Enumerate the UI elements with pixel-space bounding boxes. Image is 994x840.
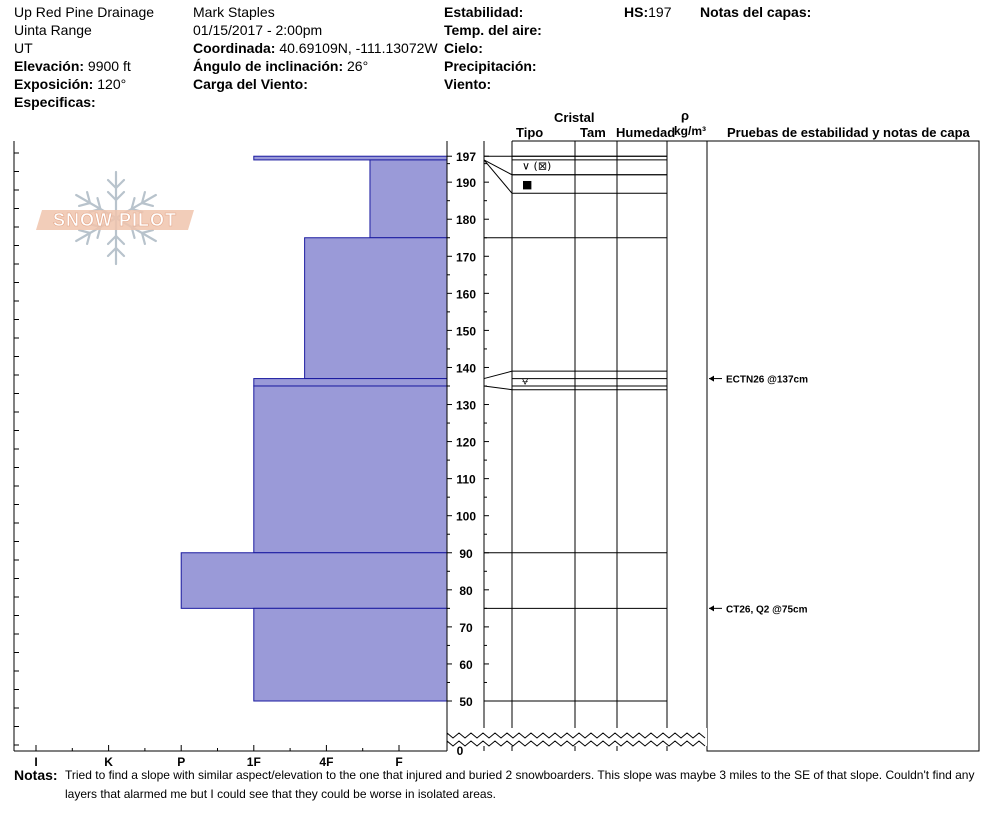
height-label: 190 [456,176,476,190]
grain-symbol: ■ [522,178,532,191]
hardness-bar [180,552,448,609]
grain-symbol: ⩝ [522,374,528,387]
grain-symbol: ∨ (⊠) [522,159,551,172]
height-label: 170 [456,250,476,264]
height-label: 100 [456,510,476,524]
wind-label: Viento: [444,76,492,92]
break-line [446,731,706,739]
test-label: ECTN26 @137cm [726,375,808,386]
slope-angle: Ángulo de inclinación: 26° [193,58,369,74]
elevation: Elevación: 9900 ft [14,58,131,74]
site-info: Up Red Pine Drainage Uinta Range UT Elev… [14,3,154,111]
height-label: 60 [459,658,473,672]
height-label: 150 [456,324,476,338]
tests-header: Pruebas de estabilidad y notas de capa [727,125,970,140]
height-label: 80 [459,584,473,598]
tests-box [706,140,980,752]
mountain-range: Uinta Range [14,22,92,38]
layer-connector [483,159,513,194]
height-zero-label: 0 [457,744,464,758]
layer-connector [483,370,513,380]
break-line [446,739,706,747]
hardness-bar [304,237,448,380]
observer-info: Mark Staples 01/15/2017 - 2:00pm Coordin… [193,3,438,93]
size-header: Tam [580,125,606,140]
height-label: 130 [456,399,476,413]
wind-loading: Carga del Viento: [193,76,308,92]
break-mask [448,728,707,746]
height-label: 140 [456,361,476,375]
type-header: Tipo [516,125,544,140]
height-label: 50 [459,695,473,709]
coordinates: Coordinada: 40.69109N, -111.13072W [193,40,438,56]
hardness-label: 4F [319,755,333,769]
height-label: 90 [459,547,473,561]
hardness-bar [253,155,448,161]
stability-tests: ECTN26 @137cm CT26, Q2 @75cm [709,375,808,615]
air-temp-label: Temp. del aire: [444,22,542,38]
moisture-header: Humedad [616,125,676,140]
hardness-label: I [34,755,37,769]
observer-name: Mark Staples [193,4,275,20]
test-arrow-head [709,605,714,612]
hardness-axis: I K P 1F 4F F [34,745,403,769]
hardness-bar [369,159,448,239]
layer-connector [483,159,513,176]
snow-height: HS:197 [624,4,672,20]
height-label: 120 [456,436,476,450]
hardness-label: F [395,755,402,769]
hardness-bar [253,378,448,387]
layer-connector [483,385,513,391]
observation-datetime: 01/15/2017 - 2:00pm [193,22,323,38]
snowpilot-logo: SNOW PILOT [36,168,198,268]
height-label: 70 [459,621,473,635]
height-label: 160 [456,287,476,301]
sky-label: Cielo: [444,40,483,56]
rho-header: ρ [681,108,690,123]
stability-label: Estabilidad: [444,4,524,20]
height-label: 197 [456,150,476,164]
hardness-bar [253,607,448,702]
layer-notes-label: Notas del capas: [700,4,812,20]
height-axis: 50 60 70 80 90 100 110 120 130 140 150 160 170 180 190… [446,141,489,758]
height-label: 180 [456,213,476,227]
precip-label: Precipitación: [444,58,537,74]
chart-frame [13,141,447,752]
test-arrow-head [709,375,714,382]
state: UT [14,40,33,56]
hardness-bars [180,155,448,702]
location-name: Up Red Pine Drainage [14,4,155,20]
height-label: 110 [456,473,476,487]
snowflake-icon: SNOW PILOT [36,170,194,266]
logo-text: SNOW PILOT [53,210,177,230]
notes-label: Notas: [14,767,58,783]
crystal-header: Cristal [554,110,595,125]
notes-text: Tried to find a slope with similar aspec… [65,768,975,801]
hardness-label: 1F [247,755,261,769]
hardness-label: P [177,755,185,769]
aspect: Exposición: 120° [14,76,127,92]
test-label: CT26, Q2 @75cm [726,604,808,615]
conditions-info: Estabilidad: Temp. del aire: Cielo: Prec… [444,3,542,93]
hardness-label: K [104,755,113,769]
specifics: Especificas: [14,94,96,110]
density-header: kg/m³ [674,124,707,138]
hardness-bar [253,385,448,554]
stratigraphy-grid: ∨ (⊠) ■ ⩝ [446,140,980,752]
